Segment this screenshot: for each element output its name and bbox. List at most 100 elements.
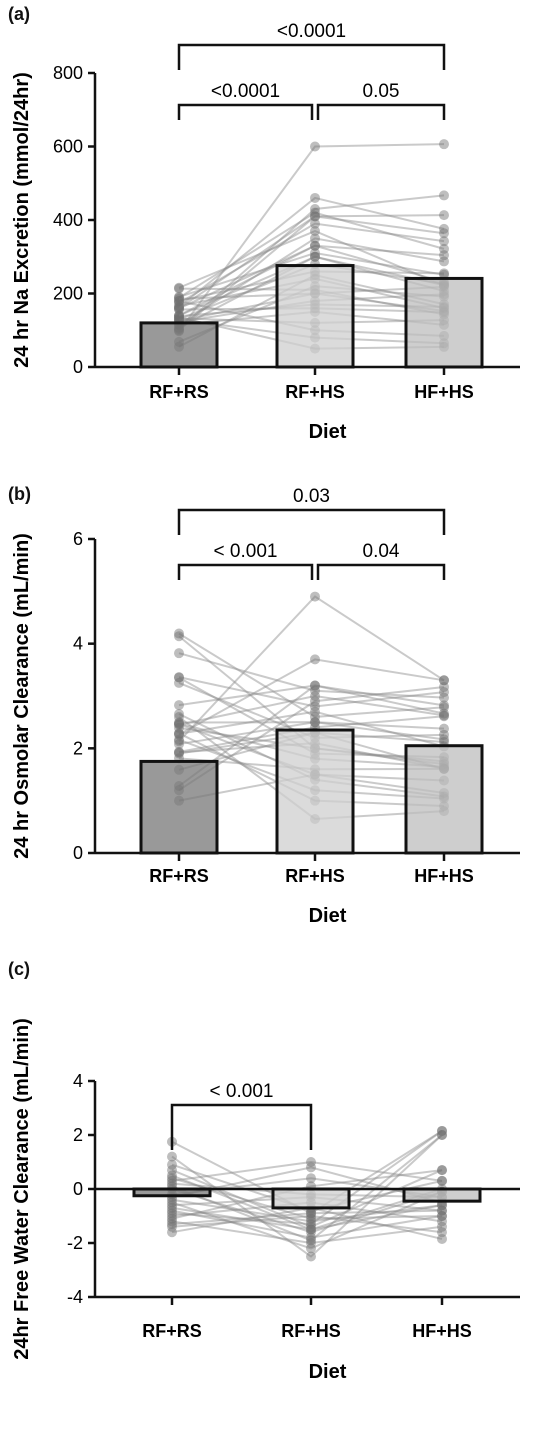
subject-point [310, 685, 320, 696]
subject-line [178, 652, 445, 699]
subject-point [174, 748, 184, 759]
subject-point [174, 628, 184, 639]
subject-point [174, 722, 184, 733]
subject-line [178, 694, 445, 726]
subject-point [439, 210, 449, 221]
subject-point [167, 1173, 177, 1184]
subject-point [439, 729, 449, 740]
subject-point [439, 268, 449, 279]
subject-point [310, 240, 320, 251]
subject-point [439, 710, 449, 721]
subject-point [306, 1235, 316, 1246]
bar-RF+HS [271, 1187, 351, 1210]
subject-point [306, 1224, 316, 1235]
subject-point [174, 729, 184, 740]
subject-line [171, 1177, 443, 1220]
subject-point [310, 251, 320, 262]
category-label: RF+RS [149, 382, 209, 402]
subject-point [167, 1202, 177, 1213]
subject-point [439, 250, 449, 261]
subject-point [174, 293, 184, 304]
category-label: HF+HS [414, 866, 474, 886]
subject-point [437, 1125, 447, 1136]
p-value-label: 0.05 [363, 81, 400, 102]
subject-line [178, 244, 445, 310]
subject-point [310, 207, 320, 218]
subject-point [439, 675, 449, 686]
subject-point [174, 313, 184, 324]
y-tick-label: 0 [73, 843, 83, 863]
subject-line [171, 1204, 443, 1231]
subject-line [178, 632, 445, 718]
subject-point [439, 702, 449, 713]
bar-RF+RS [139, 321, 219, 369]
subject-point [174, 295, 184, 306]
panel-a: (a) 0 200 400 600 800 RF+RS RF+HS HF+HS Diet 24 h… [0, 0, 551, 480]
subject-line [171, 1209, 443, 1239]
subject-point [174, 719, 184, 730]
y-tick-label: -2 [67, 1233, 83, 1253]
subject-line [171, 1188, 443, 1234]
subject-point [174, 311, 184, 322]
subject-point [167, 1178, 177, 1189]
subject-line [178, 244, 445, 317]
subject-point [437, 1175, 447, 1186]
panel-b: (b) 0 2 4 6 RF+RS RF+HS HF+HS Diet 24 hr Osmolar… [0, 480, 551, 955]
subject-point [437, 1130, 447, 1140]
subject-line [178, 215, 445, 310]
chart-svg-c: -4 -2 0 2 4 RF+RS RF+HS HF+HS Diet 24hr Free Wate… [11, 1018, 520, 1383]
subject-point [167, 1165, 177, 1176]
subject-point [437, 1165, 447, 1176]
subject-point [310, 211, 320, 222]
bar-RF+HS [275, 728, 355, 855]
y-tick-label: 2 [73, 738, 83, 758]
y-tick-label: 2 [73, 1125, 83, 1145]
subject-point [439, 681, 449, 692]
subject-line [171, 1169, 443, 1220]
subject-line [178, 222, 445, 304]
subject-point [174, 736, 184, 747]
subject-point [439, 675, 449, 686]
subject-point [439, 228, 449, 239]
category-label: HF+HS [414, 382, 474, 402]
subject-line [171, 1190, 443, 1250]
subject-point [174, 734, 184, 745]
subject-point [167, 1159, 177, 1170]
subject-point [437, 1233, 447, 1244]
subject-point [306, 1243, 316, 1254]
subject-line [178, 252, 445, 298]
subject-point [306, 1238, 316, 1248]
p-value-label: 0.04 [363, 541, 400, 562]
significance-bracket [316, 103, 446, 120]
subject-point [306, 1208, 316, 1219]
subject-point [174, 672, 184, 683]
subject-point [310, 696, 320, 707]
subject-point [167, 1211, 177, 1221]
y-tick-label: 0 [73, 357, 83, 377]
subject-point [174, 739, 184, 750]
subject-point [174, 303, 184, 314]
subject-point [167, 1197, 177, 1208]
subject-line [171, 1130, 443, 1226]
subject-point [174, 728, 184, 739]
subject-point [167, 1205, 177, 1216]
subject-point [167, 1216, 177, 1227]
subject-point [174, 301, 184, 312]
panel-c: (c) -4 -2 0 2 4 RF+RS RF+HS HF+HS Diet 24hr Free … [0, 955, 551, 1435]
subject-point [439, 223, 449, 234]
subject-point [439, 723, 449, 734]
subject-point [437, 1211, 447, 1221]
significance-bracket [316, 563, 446, 580]
subject-point [174, 677, 184, 688]
subject-point [310, 240, 320, 251]
subject-line [171, 1214, 443, 1234]
subject-point [310, 203, 320, 214]
subject-point [174, 298, 184, 309]
subject-point [167, 1194, 177, 1205]
significance-bracket [177, 508, 446, 535]
subject-point [174, 282, 184, 293]
subject-point [310, 591, 320, 602]
subject-point [306, 1227, 316, 1238]
subject-point [310, 654, 320, 665]
subject-point [174, 292, 184, 303]
